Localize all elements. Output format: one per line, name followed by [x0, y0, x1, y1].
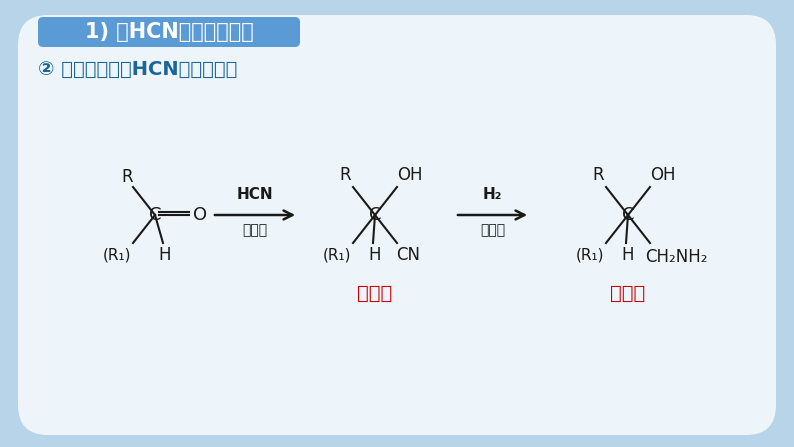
Text: HCN: HCN [237, 187, 273, 202]
Text: R: R [592, 166, 603, 184]
Text: 嵔化剂: 嵔化剂 [242, 223, 268, 237]
Text: (R₁): (R₁) [322, 248, 351, 262]
Text: OH: OH [650, 166, 676, 184]
Text: R: R [121, 168, 133, 186]
Text: OH: OH [397, 166, 422, 184]
Text: C: C [148, 206, 161, 224]
Text: 嵔化剂: 嵔化剂 [480, 223, 505, 237]
Text: C: C [622, 206, 634, 224]
Text: 羟基腥: 羟基腥 [357, 283, 392, 303]
Text: 氨基醇: 氨基醇 [611, 283, 646, 303]
FancyBboxPatch shape [38, 17, 300, 47]
Text: 1) 与HCN发生加成反应: 1) 与HCN发生加成反应 [85, 22, 253, 42]
Text: CN: CN [396, 246, 420, 264]
Text: (R₁): (R₁) [102, 248, 131, 262]
Text: H: H [368, 246, 381, 264]
Text: C: C [368, 206, 381, 224]
Text: ② 醉（或鄹）与HCN的加成反应: ② 醉（或鄹）与HCN的加成反应 [38, 59, 237, 79]
Text: H₂: H₂ [483, 187, 502, 202]
Text: H: H [159, 246, 172, 264]
Text: CH₂NH₂: CH₂NH₂ [645, 248, 707, 266]
Text: O: O [193, 206, 207, 224]
FancyBboxPatch shape [18, 15, 776, 435]
Text: H: H [622, 246, 634, 264]
Text: R: R [339, 166, 351, 184]
Text: (R₁): (R₁) [576, 248, 604, 262]
